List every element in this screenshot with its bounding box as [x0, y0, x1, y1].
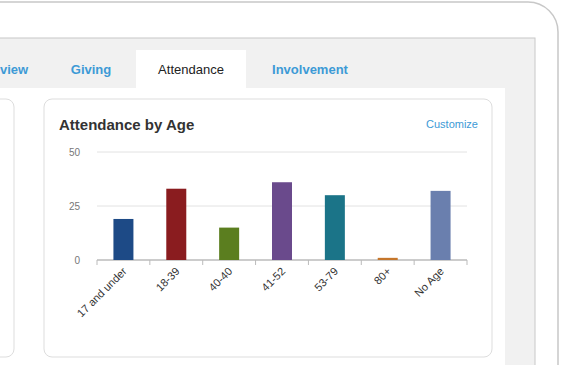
chart-title: Attendance by Age [59, 116, 194, 133]
y-tick-label: 0 [74, 255, 80, 266]
grid-line [97, 152, 467, 153]
y-tick-label: 50 [69, 147, 81, 158]
tab[interactable]: Involvement [272, 62, 349, 77]
x-tick [308, 260, 309, 265]
tab[interactable]: Attendance [158, 62, 224, 77]
x-tick-label: 80+ [371, 265, 393, 287]
bar [431, 191, 451, 260]
tab[interactable]: view [0, 62, 29, 77]
x-tick-label: 17 and under [75, 265, 130, 320]
tab[interactable]: Giving [71, 62, 112, 77]
bar [378, 258, 398, 260]
screen: view Giving Attendance Involvement Attendanc… [0, 0, 562, 365]
bar [113, 219, 133, 260]
y-tick-label: 25 [69, 201, 81, 212]
bar [272, 182, 292, 260]
bar [219, 228, 239, 260]
x-tick [149, 260, 150, 265]
x-tick-label: 40-40 [206, 265, 234, 293]
x-tick-label: 41-52 [259, 265, 287, 293]
chart-card [44, 99, 492, 357]
x-tick [467, 260, 468, 265]
page: view Giving Attendance Involvement Attendanc… [0, 0, 562, 365]
active-tab [136, 50, 246, 90]
bar [325, 195, 345, 260]
x-tick-label: 18-39 [153, 265, 181, 293]
x-tick [255, 260, 256, 265]
device-frame [0, 2, 558, 365]
x-tick [361, 260, 362, 265]
screen-area [0, 38, 535, 365]
bars [113, 182, 450, 260]
x-tick-label: No Age [412, 265, 446, 299]
content-area [0, 88, 505, 365]
customize-link[interactable]: Customize [426, 118, 478, 130]
bar [166, 189, 186, 260]
x-tick [414, 260, 415, 265]
x-tick-label: 53-79 [312, 265, 340, 293]
x-tick [97, 260, 98, 265]
x-tick [202, 260, 203, 265]
side-card [0, 99, 14, 357]
